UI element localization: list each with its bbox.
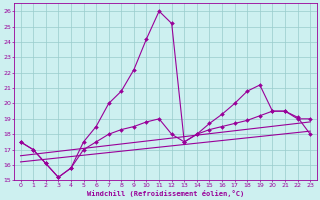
X-axis label: Windchill (Refroidissement éolien,°C): Windchill (Refroidissement éolien,°C) bbox=[87, 190, 244, 197]
